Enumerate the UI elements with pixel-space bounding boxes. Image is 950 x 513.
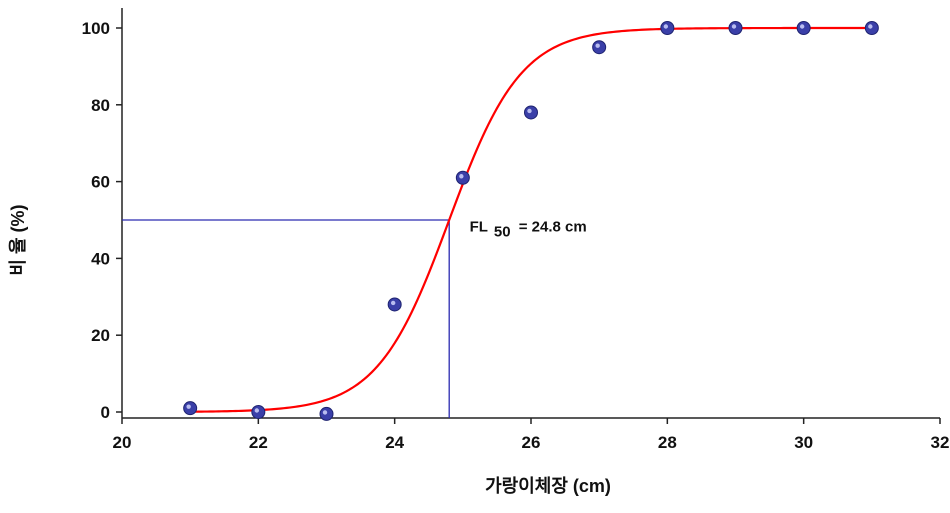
y-tick-label: 60 xyxy=(91,173,110,192)
data-point-highlight xyxy=(868,24,873,29)
x-tick-label: 22 xyxy=(249,433,268,452)
data-point-highlight xyxy=(527,108,532,114)
y-axis-title: 비 율 (%) xyxy=(8,204,28,275)
x-tick-label: 20 xyxy=(113,433,132,452)
x-tick-label: 26 xyxy=(522,433,541,452)
x-tick-label: 28 xyxy=(658,433,677,452)
annotation-prefix: FL xyxy=(470,219,488,236)
annotation-subscript: 50 xyxy=(494,224,511,241)
data-point-highlight xyxy=(390,300,396,306)
x-tick-label: 32 xyxy=(931,433,950,452)
fl50-annotation: FL 50 = 24.8 cm xyxy=(470,219,587,241)
x-tick-label: 24 xyxy=(385,433,404,452)
x-tick-label: 30 xyxy=(794,433,813,452)
axes xyxy=(116,8,941,424)
y-tick-label: 20 xyxy=(91,326,110,345)
y-tick-label: 0 xyxy=(101,403,110,422)
fitted-curve xyxy=(190,26,872,413)
data-point-highlight xyxy=(186,404,191,409)
data-point-highlight xyxy=(799,24,805,29)
fitted-curve-group xyxy=(190,26,872,413)
data-point-highlight xyxy=(595,43,600,48)
data-points xyxy=(183,21,879,421)
reference-lines xyxy=(122,219,450,418)
data-point-highlight xyxy=(731,24,737,29)
y-tick-label: 80 xyxy=(91,96,110,115)
data-point-highlight xyxy=(663,24,669,29)
data-point-highlight xyxy=(459,174,464,179)
annotation-suffix: = 24.8 cm xyxy=(519,219,587,236)
data-point-highlight xyxy=(254,408,260,413)
x-axis-title: 가랑이체장 (cm) xyxy=(485,476,611,496)
y-tick-label: 40 xyxy=(91,249,110,268)
y-tick-label: 100 xyxy=(82,19,110,38)
data-point-highlight xyxy=(322,410,328,415)
